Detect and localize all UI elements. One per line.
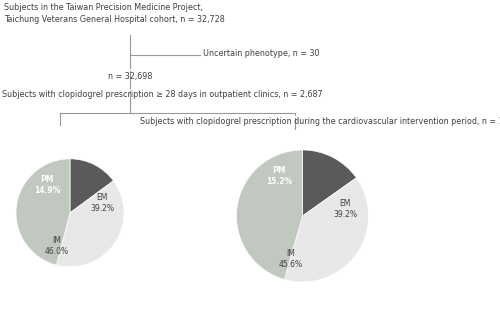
Wedge shape bbox=[70, 159, 114, 213]
Text: Subjects with clopidogrel prescription during the cardiovascular intervention pe: Subjects with clopidogrel prescription d… bbox=[140, 117, 500, 126]
Wedge shape bbox=[236, 150, 302, 280]
Wedge shape bbox=[302, 150, 356, 216]
Text: Subjects in the Taiwan Precision Medicine Project,
Taichung Veterans General Hos: Subjects in the Taiwan Precision Medicin… bbox=[4, 3, 225, 24]
Wedge shape bbox=[16, 159, 70, 265]
Text: IM
46.0%: IM 46.0% bbox=[44, 236, 68, 256]
Text: PM
14.9%: PM 14.9% bbox=[34, 175, 60, 195]
Text: IM
45.6%: IM 45.6% bbox=[278, 249, 302, 269]
Text: Subjects with clopidogrel prescription ≥ 28 days in outpatient clinics, n = 2,68: Subjects with clopidogrel prescription ≥… bbox=[2, 90, 322, 99]
Wedge shape bbox=[284, 178, 368, 282]
Text: n = 32,698: n = 32,698 bbox=[108, 72, 152, 81]
Wedge shape bbox=[56, 181, 124, 267]
Text: EM
39.2%: EM 39.2% bbox=[334, 199, 357, 219]
Text: EM
39.2%: EM 39.2% bbox=[90, 193, 114, 213]
Text: PM
15.2%: PM 15.2% bbox=[266, 166, 292, 187]
Text: Uncertain phenotype, n = 30: Uncertain phenotype, n = 30 bbox=[203, 49, 320, 59]
